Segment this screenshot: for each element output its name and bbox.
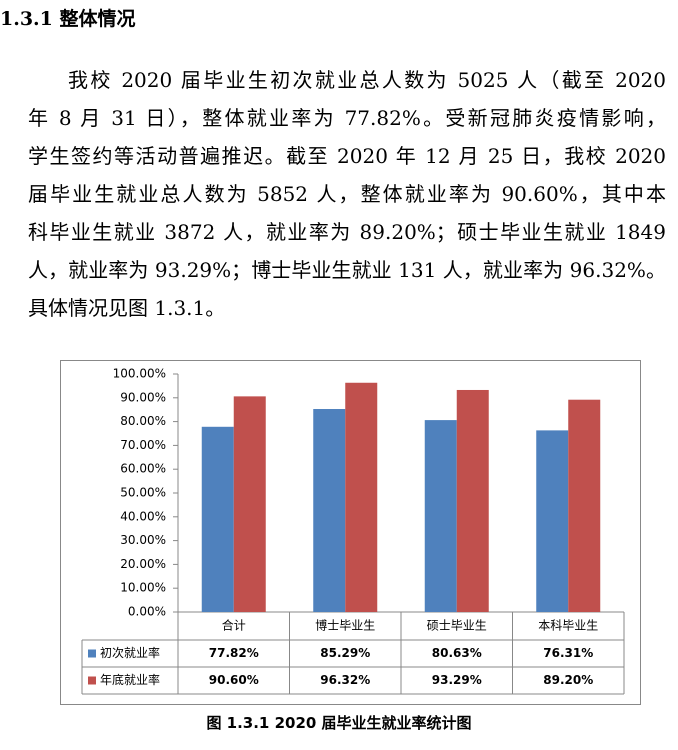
paragraph-line: 具体情况见图 1.3.1。: [28, 296, 226, 320]
y-tick-label: 70.00%: [120, 438, 166, 452]
table-value: 90.60%: [209, 673, 259, 687]
x-tick-label: 博士毕业生: [315, 618, 375, 633]
paragraph-line: 人，就业率为 93.29%；博士毕业生就业 131 人，就业率为 96.32%。: [28, 258, 666, 282]
table-value: 76.31%: [543, 646, 593, 660]
y-tick-label: 40.00%: [120, 509, 166, 523]
table-value: 89.20%: [543, 673, 593, 687]
figure-caption: 图 1.3.1 2020 届毕业生就业率统计图: [206, 714, 472, 732]
chart: 0.00% 10.00% 20.00% 30.00% 40.00% 50.00% 60.00…: [60, 360, 641, 705]
paragraph-line: 学生签约等活动普遍推迟。截至 2020 年 12 月 25 日，我校 2020: [28, 144, 666, 168]
bar: [345, 382, 378, 612]
bar: [568, 399, 601, 612]
legend-key: [88, 649, 96, 658]
x-tick-label: 合计: [222, 618, 246, 633]
legend-label: 初次就业率: [100, 645, 160, 660]
chart-frame: [60, 360, 641, 705]
bar: [313, 409, 346, 612]
y-tick-label: 50.00%: [120, 486, 166, 500]
paragraph-line: 我校 2020 届毕业生初次就业总人数为 5025 人（截至 2020: [68, 68, 666, 92]
bar: [201, 426, 234, 612]
table-value: 77.82%: [209, 646, 259, 660]
legend-key: [88, 676, 96, 685]
legend-label: 年底就业率: [100, 672, 160, 687]
x-tick-label: 硕士毕业生: [427, 619, 487, 633]
x-tick-label: 本科毕业生: [538, 619, 598, 633]
y-tick-label: 90.00%: [120, 390, 166, 404]
y-tick-label: 80.00%: [120, 414, 166, 428]
bar: [536, 430, 569, 612]
table-value: 85.29%: [320, 646, 370, 660]
table-value: 93.29%: [432, 673, 482, 687]
y-tick-label: 20.00%: [120, 557, 166, 571]
y-tick-label: 60.00%: [120, 462, 166, 476]
bar: [424, 420, 457, 612]
paragraph-line: 科毕业生就业 3872 人，就业率为 89.20%；硕士毕业生就业 1849: [28, 220, 666, 244]
section-heading: 1.3.1 整体情况: [0, 8, 136, 30]
table-value: 80.63%: [432, 646, 482, 660]
paragraph-line: 年 8 月 31 日），整体就业率为 77.82%。受新冠肺炎疫情影响，: [28, 106, 666, 130]
y-tick-label: 30.00%: [120, 533, 166, 547]
y-tick-label: 10.00%: [120, 581, 166, 595]
y-tick-label: 0.00%: [128, 605, 166, 619]
table-value: 96.32%: [320, 673, 370, 687]
bar: [456, 389, 489, 612]
y-tick-label: 100.00%: [113, 367, 166, 381]
paragraph-line: 届毕业生就业总人数为 5852 人，整体就业率为 90.60%，其中本: [28, 182, 666, 206]
bar: [233, 396, 266, 612]
